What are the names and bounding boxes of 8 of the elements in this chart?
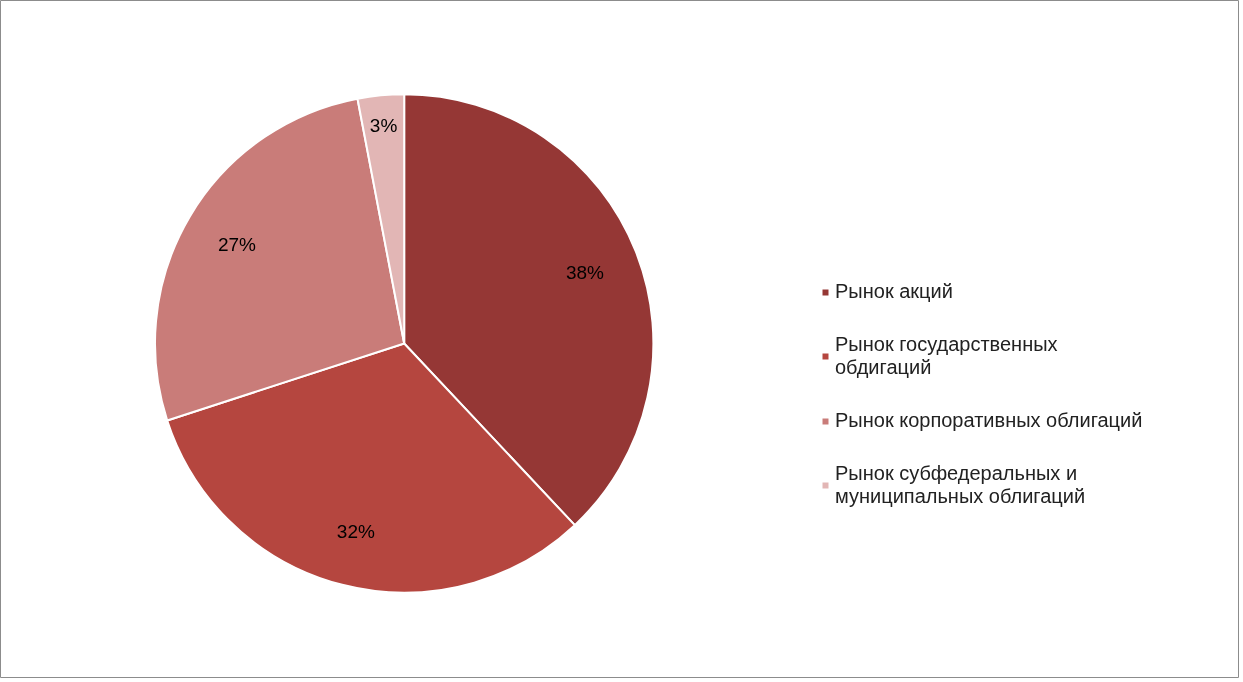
data-label: 38% <box>565 261 605 283</box>
legend-label: Рынок субфедеральных и муниципальных облигаций <box>835 462 1086 508</box>
legend-label: Рынок акций <box>835 280 953 303</box>
data-label: 27% <box>217 234 257 256</box>
legend-label: Рынок корпоративных облигаций <box>835 409 1143 432</box>
data-label: 3% <box>369 115 398 137</box>
data-label: 32% <box>336 520 375 542</box>
legend-label: Рынок государственных обдигаций <box>835 333 1058 379</box>
